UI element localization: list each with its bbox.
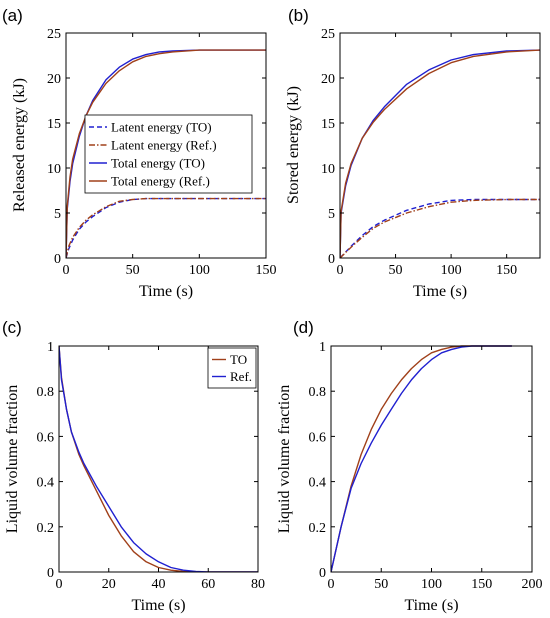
x-tick-label: 100 xyxy=(189,263,210,278)
plot-frame xyxy=(330,345,533,573)
x-tick-label: 60 xyxy=(201,577,215,592)
y-tick-label: 1 xyxy=(319,340,326,355)
series-line xyxy=(66,197,266,258)
y-tick-label: 25 xyxy=(321,27,335,42)
x-tick-label: 40 xyxy=(152,577,166,592)
legend-box xyxy=(84,114,253,194)
y-tick-label: 0.6 xyxy=(37,430,55,445)
x-tick-label: 50 xyxy=(389,263,403,278)
series-line xyxy=(66,49,266,258)
series-group xyxy=(66,49,266,258)
y-tick-label: 0.4 xyxy=(309,476,327,491)
y-tick-label: 0.2 xyxy=(37,521,55,536)
series-group xyxy=(340,49,540,258)
x-axis-label: Time (s) xyxy=(139,283,193,300)
y-axis-label: Released energy (kJ) xyxy=(11,78,28,212)
y-tick-label: 0.8 xyxy=(37,385,55,400)
y-tick-label: 0.6 xyxy=(309,430,327,445)
x-tick-label: 50 xyxy=(374,577,388,592)
y-tick-label: 1 xyxy=(47,340,54,355)
series-line xyxy=(331,345,512,572)
series-line xyxy=(340,49,540,258)
series-line xyxy=(66,197,266,258)
x-tick-label: 150 xyxy=(496,263,517,278)
panel-label: (d) xyxy=(293,318,314,337)
y-tick-label: 10 xyxy=(47,162,61,177)
panel-label: (c) xyxy=(2,318,22,337)
x-tick-label: 0 xyxy=(328,577,335,592)
y-tick-label: 15 xyxy=(47,117,61,132)
series-line xyxy=(340,198,540,258)
x-axis-label: Time (s) xyxy=(404,597,458,614)
series-line xyxy=(59,345,258,572)
series-line xyxy=(331,345,512,572)
y-tick-label: 25 xyxy=(47,27,61,42)
panel-a: (a) 0 50 100 150 0 5 10 15 20 25 Time (s) Released e… xyxy=(2,6,277,300)
series-line xyxy=(340,49,540,258)
plot-frame xyxy=(65,32,267,259)
y-tick-label: 0 xyxy=(319,566,326,581)
y-axis-label: Stored energy (kJ) xyxy=(285,86,302,204)
y-tick-label: 5 xyxy=(54,207,61,222)
y-axis-label: Liquid volume fraction xyxy=(276,385,293,533)
x-tick-label: 0 xyxy=(56,577,63,592)
y-tick-label: 15 xyxy=(321,117,335,132)
y-tick-label: 20 xyxy=(47,72,61,87)
x-axis-label: Time (s) xyxy=(131,597,185,614)
legend-entry: Total energy (Ref.) xyxy=(111,174,210,189)
y-tick-label: 0.2 xyxy=(309,521,327,536)
y-axis-label: Liquid volume fraction xyxy=(4,385,21,533)
x-tick-label: 80 xyxy=(251,577,265,592)
legend-entry: Latent energy (TO) xyxy=(111,120,212,135)
legend: Latent energy (TO) Latent energy (Ref.) To… xyxy=(84,114,253,194)
plot-frame xyxy=(339,32,541,259)
legend-entry: Total energy (TO) xyxy=(111,156,205,171)
legend-entry: Latent energy (Ref.) xyxy=(111,138,217,153)
y-tick-label: 5 xyxy=(328,207,335,222)
y-tick-label: 0 xyxy=(328,252,335,267)
x-axis-label: Time (s) xyxy=(413,283,467,300)
series-group xyxy=(331,345,512,572)
panel-label: (a) xyxy=(2,6,23,25)
y-tick-label: 0.8 xyxy=(309,385,327,400)
y-tick-label: 0 xyxy=(47,566,54,581)
legend: TO Ref. xyxy=(207,347,257,389)
panel-d: (d) 0 50 100 150 200 0 0.2 0.4 0.6 0.8 1 Time (s) Liq… xyxy=(276,318,543,614)
x-tick-label: 150 xyxy=(256,263,277,278)
y-tick-label: 20 xyxy=(321,72,335,87)
x-tick-label: 20 xyxy=(102,577,116,592)
x-tick-label: 200 xyxy=(522,577,543,592)
legend-entry: TO xyxy=(230,352,247,367)
series-line xyxy=(340,198,540,258)
x-tick-label: 100 xyxy=(421,577,442,592)
x-tick-label: 0 xyxy=(63,263,70,278)
y-tick-label: 0.4 xyxy=(37,476,55,491)
panel-c: (c) 0 20 40 60 80 0 0.2 0.4 0.6 0.8 1 Time (s) Liquid… xyxy=(2,318,265,614)
legend-entry: Ref. xyxy=(230,369,252,384)
x-tick-label: 100 xyxy=(441,263,462,278)
panel-label: (b) xyxy=(288,6,309,25)
x-tick-label: 0 xyxy=(337,263,344,278)
x-tick-label: 150 xyxy=(471,577,492,592)
panel-b: (b) 0 50 100 150 0 5 10 15 20 25 Time (s) Stored ene… xyxy=(285,6,541,300)
legend-box xyxy=(207,347,257,389)
y-tick-label: 0 xyxy=(54,252,61,267)
y-tick-label: 10 xyxy=(321,162,335,177)
x-tick-label: 50 xyxy=(126,263,140,278)
